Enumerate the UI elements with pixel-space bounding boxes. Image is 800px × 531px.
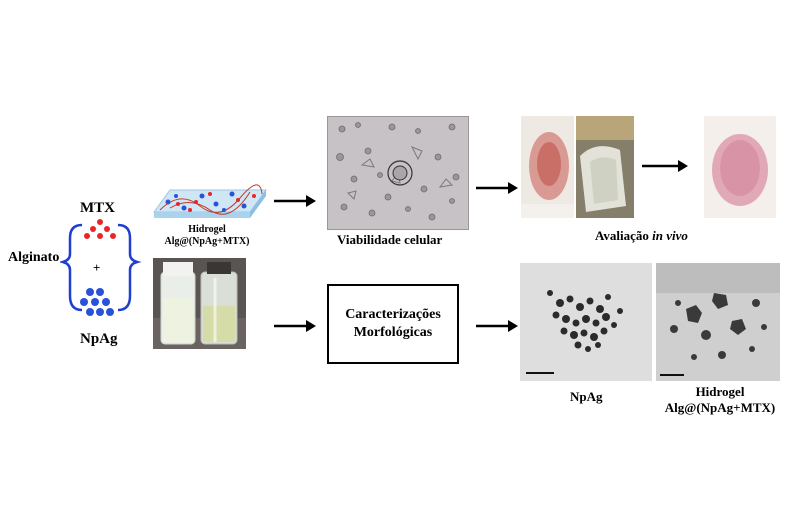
npag-dots — [80, 288, 114, 316]
tem-hydrogel-label-line2: Alg@(NpAg+MTX) — [664, 400, 776, 415]
hydrogel-label-line2: Alg@(NpAg+MTX) — [164, 236, 250, 247]
characterization-line1: Caracterizações — [345, 307, 441, 322]
hydrogel-illustration — [153, 184, 267, 218]
cell-viability-micrograph — [327, 116, 469, 230]
tem-hydrogel-label: Hidrogel Alg@(NpAg+MTX) — [660, 384, 780, 416]
arrow-to-viability — [274, 195, 316, 207]
invivo-photo-2 — [576, 116, 634, 218]
characterization-line2: Morfológicas — [353, 325, 433, 340]
arrow-to-tem — [476, 320, 518, 332]
invivo-photo-3 — [704, 116, 776, 218]
tem-npag-image — [520, 263, 652, 381]
arrow-to-characterization — [274, 320, 316, 332]
mtx-label: MTX — [80, 200, 115, 216]
arrow-invivo-mid — [642, 160, 688, 172]
invivo-label: Avaliação in vivo — [595, 228, 688, 244]
alginato-label: Alginato — [8, 250, 60, 265]
hydrogel-label: Hidrogel Alg@(NpAg+MTX) — [152, 224, 262, 248]
hydrogel-label-line1: Hidrogel — [188, 224, 226, 235]
tem-hydrogel-label-line1: Hidrogel — [695, 384, 745, 399]
characterization-box: Caracterizações Morfológicas — [327, 284, 459, 364]
tem-hydrogel-image — [656, 263, 780, 381]
npag-label: NpAg — [80, 331, 118, 347]
tem-npag-label: NpAg — [570, 389, 603, 404]
vials-photo — [153, 258, 246, 349]
right-brace — [117, 223, 142, 312]
mtx-dots — [84, 219, 116, 239]
components-graphic — [60, 219, 142, 316]
invivo-label-prefix: Avaliação — [595, 228, 653, 243]
plus-sign: + — [93, 260, 101, 275]
arrow-to-invivo — [476, 182, 518, 194]
left-brace — [60, 223, 83, 312]
invivo-photo-1 — [521, 116, 574, 218]
invivo-label-italic: in vivo — [652, 228, 688, 243]
viability-label: Viabilidade celular — [337, 232, 443, 247]
